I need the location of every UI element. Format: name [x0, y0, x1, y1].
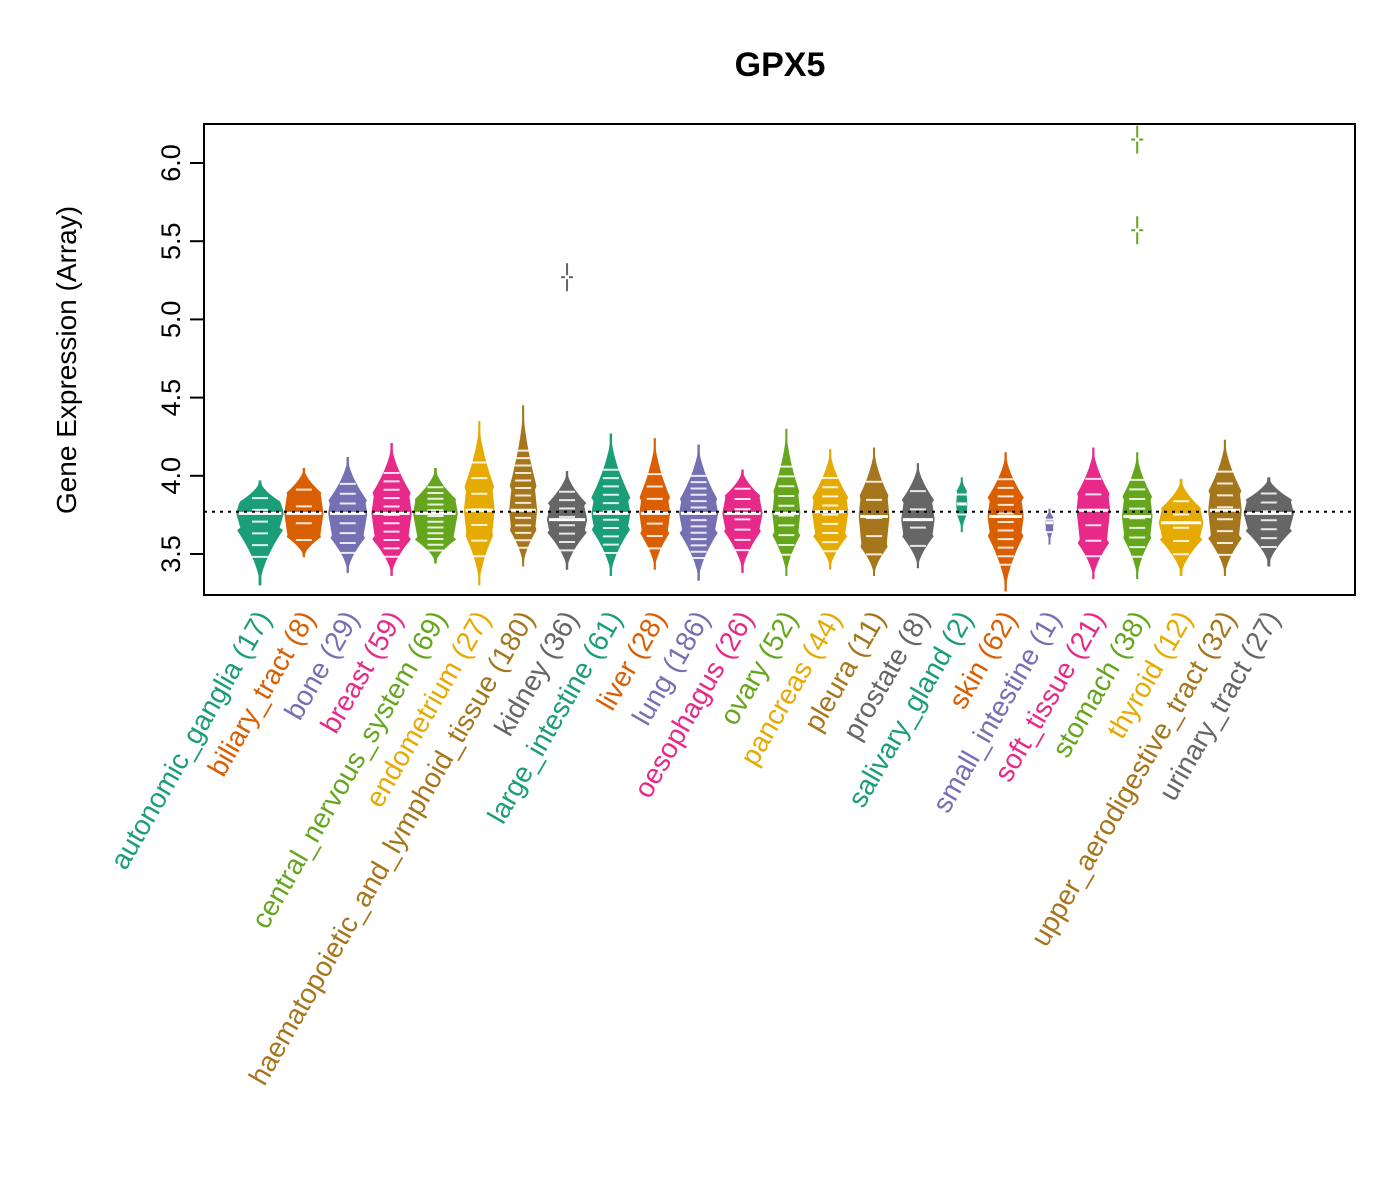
- y-tick-label: 6.0: [156, 144, 186, 182]
- outlier-point: [1135, 137, 1140, 142]
- violin-biliary-tract: [284, 467, 324, 558]
- y-axis-label: Gene Expression (Array): [51, 206, 82, 514]
- y-tick-label: 4.5: [156, 379, 186, 417]
- violin-stomach: [1121, 125, 1153, 580]
- violin-skin: [987, 452, 1024, 592]
- violin-endometrium: [464, 421, 495, 586]
- plot-frame: [203, 123, 1356, 596]
- violin-small-intestine: [1041, 508, 1058, 545]
- violin-urinary-tract: [1243, 477, 1294, 567]
- y-tick-label: 4.0: [156, 457, 186, 495]
- violin-pancreas: [812, 449, 849, 570]
- violin-large-intestine: [591, 433, 631, 576]
- violin-central-nervous-system: [413, 467, 458, 564]
- violin-autonomic-ganglia: [236, 480, 284, 586]
- violin-salivary-gland: [953, 477, 970, 533]
- violin-haematopoietic-and-lymphoid-tissue: [509, 405, 538, 567]
- violin-prostate: [901, 463, 935, 569]
- violin-pleura: [858, 447, 890, 576]
- violin-bone: [328, 457, 368, 573]
- violin-thyroid: [1158, 478, 1204, 576]
- violin-ovary: [772, 428, 801, 576]
- violin-liver: [639, 438, 671, 570]
- violin-oesophagus: [722, 469, 763, 573]
- plot-area: [204, 125, 1355, 592]
- violin-breast: [371, 442, 412, 576]
- violin-kidney: [547, 263, 587, 570]
- violin-upper-aerodigestive-tract: [1208, 439, 1242, 576]
- violin-lung: [679, 444, 719, 581]
- y-tick-label: 5.0: [156, 301, 186, 339]
- y-tick-label: 5.5: [156, 222, 186, 260]
- outlier-point: [565, 275, 570, 280]
- violin-soft-tissue: [1076, 447, 1111, 580]
- y-tick-label: 3.5: [156, 535, 186, 573]
- chart-title: GPX5: [735, 46, 826, 84]
- outlier-point: [1135, 228, 1140, 233]
